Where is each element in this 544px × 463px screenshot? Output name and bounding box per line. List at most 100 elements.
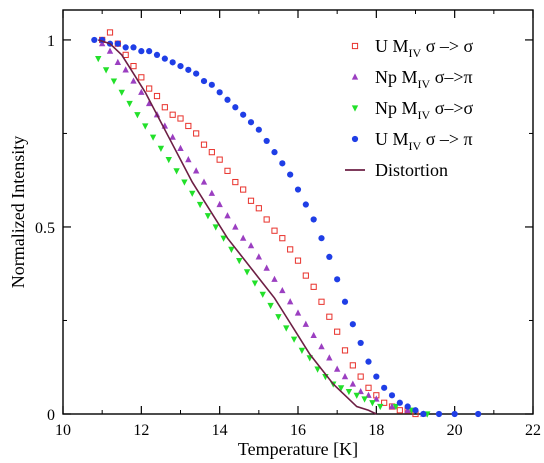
data-point [173,168,180,175]
data-point [435,410,443,418]
data-point [153,92,161,100]
data-point [220,235,227,242]
data-point [169,133,176,140]
data-point [263,137,270,145]
y-axis-label: Normalized Intensity [8,136,28,288]
data-point [310,331,317,339]
data-point [146,48,153,55]
data-point [451,410,458,418]
data-point [130,77,137,84]
data-point [287,171,294,178]
data-point [404,406,411,413]
data-point [161,104,168,111]
series-line [98,39,377,415]
data-point [193,70,200,77]
data-point [216,89,223,96]
data-point [349,380,357,387]
data-point [396,407,403,414]
data-point [357,387,364,395]
data-point [396,399,403,406]
data-point [310,283,317,290]
data-point [404,403,411,410]
data-point [224,167,231,174]
data-point [263,264,270,271]
data-point [279,286,286,294]
data-point [138,74,145,81]
series-np-m [98,40,427,417]
y-tick-label: 0 [47,407,55,424]
data-point [185,156,192,163]
data-point [122,66,129,73]
data-point [98,40,106,47]
data-point [298,347,306,355]
legend-label: Distortion [375,160,448,180]
x-tick-label: 18 [368,422,384,439]
x-tick-label: 22 [525,422,541,439]
x-axis-label: Temperature [K] [238,439,358,459]
data-point [365,391,372,398]
data-point [240,111,247,118]
data-point [326,354,333,361]
data-point [126,100,133,108]
x-tick-label: 14 [212,422,228,439]
data-point [208,81,215,88]
data-point [149,134,157,141]
data-point [232,104,239,111]
data-point [420,410,427,418]
data-point [388,402,396,410]
data-point [138,48,145,55]
data-point [177,115,184,122]
legend-label-main: U M [375,129,409,149]
data-point [341,298,349,305]
data-point [314,366,321,373]
data-point [114,40,121,47]
x-tick-label: 12 [133,422,149,439]
data-point [224,212,231,219]
data-point [302,201,309,208]
data-point [381,384,388,391]
data-point [177,63,184,70]
data-point [193,130,200,137]
data-point [341,347,349,354]
data-point [118,89,125,96]
data-point [208,189,216,196]
data-point [369,400,376,407]
data-point [224,96,231,103]
data-point [294,186,302,193]
data-point [345,388,353,396]
data-point [228,246,235,254]
legend-label-main: Np M [375,67,418,87]
legend-label-main: Distortion [375,160,448,180]
data-point [259,291,266,298]
data-point [192,167,200,174]
data-point [239,234,247,241]
data-point [181,179,188,186]
data-point [349,321,356,328]
data-point [153,51,161,58]
data-point [200,77,208,85]
data-point [232,223,239,230]
data-point [373,373,380,380]
legend-label: U MIV σ –> σ [375,36,474,60]
data-point [353,392,360,399]
data-point [208,149,215,156]
legend-label-subscript: IV [409,139,422,153]
data-point [334,276,341,283]
x-tick-label: 16 [290,422,306,439]
data-point [145,99,153,107]
data-point [200,178,208,185]
legend-label: U MIV σ –> π [375,129,473,153]
legend-label-main: Np M [375,98,418,118]
data-point [271,227,278,234]
data-point [157,145,165,153]
data-point [185,122,192,130]
data-point [185,66,192,73]
data-point [334,328,341,335]
data-point [204,213,212,220]
data-point [216,156,223,163]
data-point [251,280,259,287]
data-point [326,313,333,320]
data-point [287,246,294,253]
data-point [122,44,129,51]
